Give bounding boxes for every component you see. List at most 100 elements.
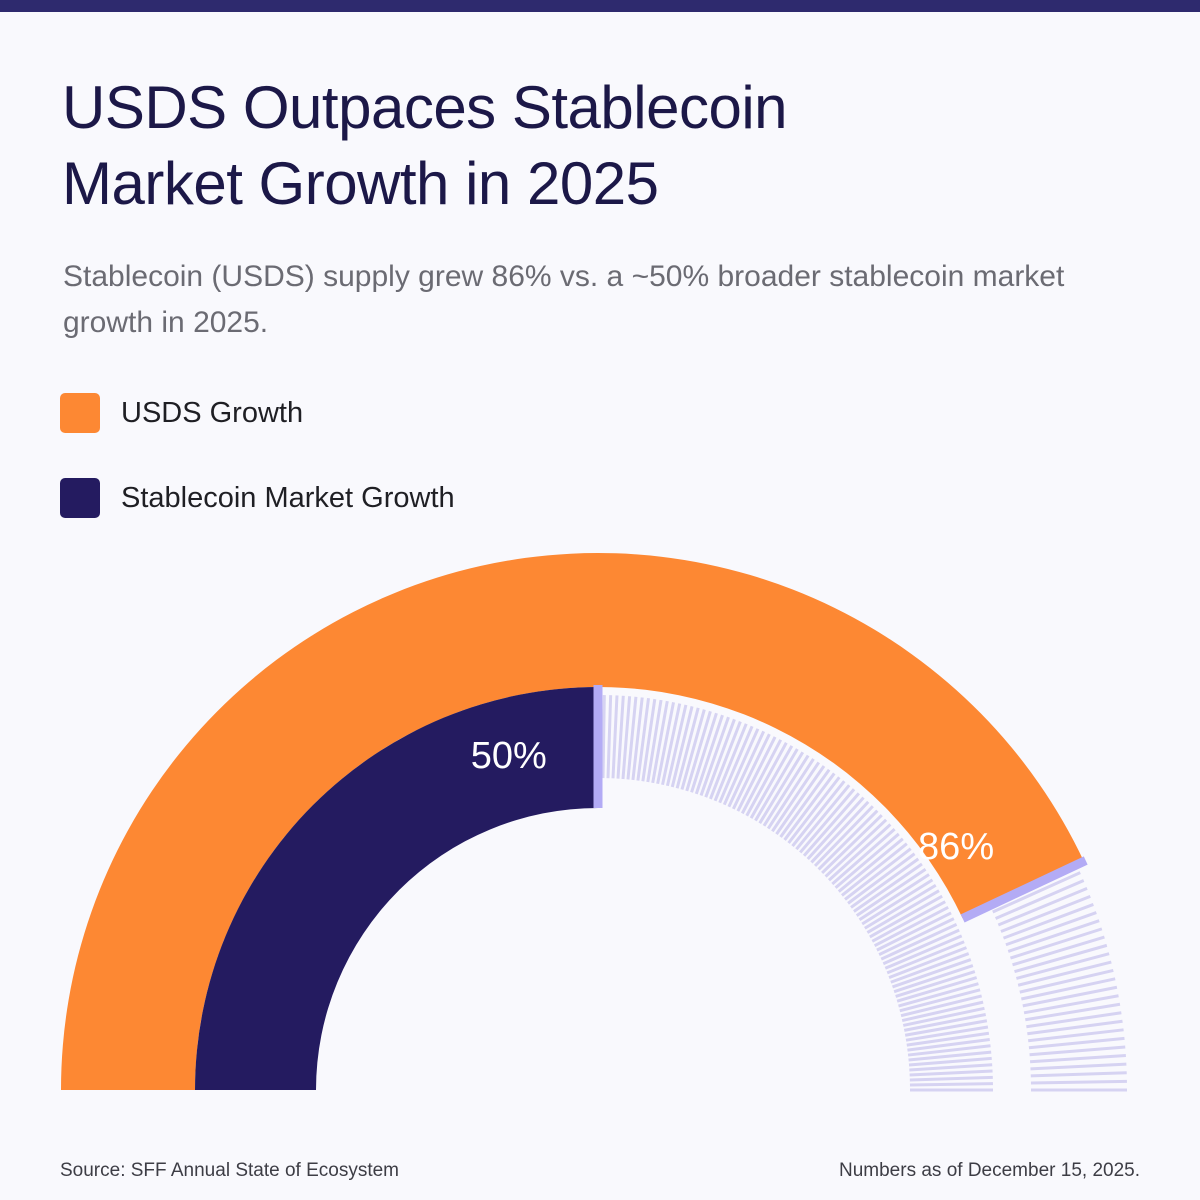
remainder-hatch-stablecoin-market-growth — [906, 1031, 990, 1047]
remainder-hatch-stablecoin-market-growth — [621, 696, 632, 780]
remainder-hatch-usds-growth — [1028, 1036, 1125, 1050]
remainder-hatch-stablecoin-market-growth — [880, 922, 958, 961]
data-label-usds-growth: 86% — [918, 826, 994, 868]
source-note: Source: SFF Annual State of Ecosystem — [60, 1160, 399, 1181]
remainder-hatch-stablecoin-market-growth — [853, 862, 923, 913]
remainder-hatch-stablecoin-market-growth — [606, 695, 613, 779]
remainder-hatch-stablecoin-market-growth — [795, 784, 851, 851]
remainder-hatch-stablecoin-market-growth — [704, 718, 736, 798]
remainder-hatch-stablecoin-market-growth — [685, 710, 712, 792]
remainder-hatch-usds-growth — [997, 887, 1088, 927]
remainder-hatch-stablecoin-market-growth — [675, 707, 700, 789]
remainder-hatch-stablecoin-market-growth — [806, 796, 865, 861]
remainder-hatch-stablecoin-market-growth — [873, 905, 949, 948]
remainder-hatch-stablecoin-market-growth — [907, 1044, 991, 1057]
remainder-hatch-stablecoin-market-growth — [824, 818, 888, 878]
remainder-hatch-stablecoin-market-growth — [745, 742, 788, 817]
remainder-hatch-stablecoin-market-growth — [905, 1025, 989, 1042]
remainder-hatch-stablecoin-market-growth — [827, 823, 892, 882]
remainder-hatch-stablecoin-market-growth — [699, 716, 730, 797]
remainder-hatch-stablecoin-market-growth — [902, 1006, 985, 1027]
remainder-hatch-stablecoin-market-growth — [713, 723, 748, 802]
remainder-hatch-stablecoin-market-growth — [900, 994, 982, 1018]
remainder-hatch-stablecoin-market-growth — [799, 788, 856, 854]
remainder-hatch-stablecoin-market-growth — [749, 745, 794, 819]
remainder-hatch-stablecoin-market-growth — [908, 1056, 992, 1067]
remainder-hatch-stablecoin-market-growth — [850, 857, 920, 909]
remainder-hatch-usds-growth — [1022, 985, 1118, 1008]
remainder-hatch-usds-growth — [1019, 968, 1114, 994]
legend-swatch-usds-growth — [60, 393, 100, 433]
remainder-hatch-stablecoin-market-growth — [907, 1038, 990, 1052]
remainder-hatch-stablecoin-market-growth — [758, 751, 805, 824]
remainder-hatch-usds-growth — [1027, 1019, 1123, 1036]
chart-title: USDS Outpaces Stablecoin Market Growth i… — [62, 70, 1142, 222]
remainder-hatch-stablecoin-market-growth — [864, 883, 937, 930]
remainder-hatch-stablecoin-market-growth — [896, 976, 978, 1003]
remainder-hatch-stablecoin-market-growth — [901, 1000, 984, 1023]
remainder-hatch-stablecoin-market-growth — [670, 706, 694, 788]
legend-label-market-growth: Stablecoin Market Growth — [121, 481, 455, 514]
remainder-hatch-stablecoin-market-growth — [840, 842, 908, 897]
remainder-hatch-stablecoin-market-growth — [709, 720, 742, 800]
remainder-hatch-stablecoin-market-growth — [727, 730, 766, 808]
remainder-hatch-stablecoin-market-growth — [690, 712, 718, 793]
remainder-hatch-stablecoin-market-growth — [611, 695, 619, 779]
remainder-hatch-stablecoin-market-growth — [831, 828, 896, 886]
remainder-hatch-stablecoin-market-growth — [903, 1013, 987, 1032]
remainder-hatch-stablecoin-market-growth — [834, 832, 900, 889]
remainder-hatch-stablecoin-market-growth — [694, 714, 724, 795]
remainder-hatch-usds-growth — [1005, 911, 1097, 947]
remainder-hatch-stablecoin-market-growth — [762, 754, 810, 827]
remainder-hatch-usds-growth — [1014, 943, 1108, 974]
gauge-arc-stablecoin-market-growth — [195, 687, 598, 1090]
remainder-hatch-usds-growth — [1000, 895, 1091, 933]
remainder-hatch-stablecoin-market-growth — [858, 873, 930, 922]
remainder-hatch-usds-growth — [1030, 1079, 1127, 1085]
legend-label-usds-growth: USDS Growth — [121, 396, 304, 429]
remainder-hatch-stablecoin-market-growth — [601, 695, 606, 779]
remainder-hatch-stablecoin-market-growth — [680, 709, 706, 790]
date-note: Numbers as of December 15, 2025. — [839, 1160, 1140, 1181]
remainder-hatch-stablecoin-market-growth — [787, 776, 841, 844]
remainder-hatch-usds-growth — [1026, 1011, 1122, 1029]
remainder-hatch-stablecoin-market-growth — [779, 768, 831, 838]
remainder-hatch-stablecoin-market-growth — [884, 934, 963, 970]
remainder-hatch-stablecoin-market-growth — [866, 889, 940, 934]
legend-item-usds-growth: USDS Growth — [60, 393, 455, 433]
remainder-hatch-usds-growth — [1002, 903, 1094, 940]
remainder-hatch-usds-growth — [1021, 977, 1116, 1001]
remainder-hatch-stablecoin-market-growth — [871, 900, 946, 943]
remainder-hatch-usds-growth — [1007, 919, 1100, 953]
remainder-hatch-stablecoin-market-growth — [898, 982, 979, 1008]
remainder-hatch-stablecoin-market-growth — [754, 748, 799, 822]
remainder-hatch-stablecoin-market-growth — [641, 698, 657, 782]
remainder-hatch-usds-growth — [1029, 1045, 1126, 1057]
remainder-hatch-usds-growth — [1017, 960, 1112, 987]
remainder-hatch-stablecoin-market-growth — [783, 772, 836, 841]
remainder-hatch-stablecoin-market-growth — [909, 1075, 993, 1082]
legend: USDS Growth Stablecoin Market Growth — [60, 393, 455, 563]
remainder-hatch-stablecoin-market-growth — [886, 940, 965, 975]
remainder-hatch-stablecoin-market-growth — [817, 809, 879, 871]
remainder-hatch-usds-growth — [1030, 1071, 1127, 1078]
legend-swatch-market-growth — [60, 478, 100, 518]
remainder-hatch-stablecoin-market-growth — [736, 736, 777, 812]
remainder-hatch-stablecoin-market-growth — [646, 699, 663, 783]
remainder-hatch-stablecoin-market-growth — [810, 800, 870, 864]
data-label-stablecoin-market-growth: 50% — [471, 735, 547, 777]
remainder-hatch-stablecoin-market-growth — [878, 917, 955, 956]
remainder-hatch-stablecoin-market-growth — [775, 765, 826, 835]
remainder-hatch-stablecoin-market-growth — [909, 1069, 993, 1077]
gauge-end-marker-usds-growth — [960, 856, 1088, 923]
remainder-hatch-stablecoin-market-growth — [740, 739, 783, 815]
remainder-hatch-stablecoin-market-growth — [626, 696, 638, 780]
remainder-hatch-stablecoin-market-growth — [869, 894, 943, 939]
remainder-hatch-usds-growth — [992, 871, 1081, 914]
remainder-hatch-usds-growth — [1015, 952, 1110, 980]
remainder-hatch-stablecoin-market-growth — [821, 814, 883, 875]
remainder-hatch-stablecoin-market-growth — [718, 725, 754, 804]
remainder-hatch-usds-growth — [1025, 1002, 1121, 1022]
remainder-hatch-stablecoin-market-growth — [882, 928, 960, 966]
